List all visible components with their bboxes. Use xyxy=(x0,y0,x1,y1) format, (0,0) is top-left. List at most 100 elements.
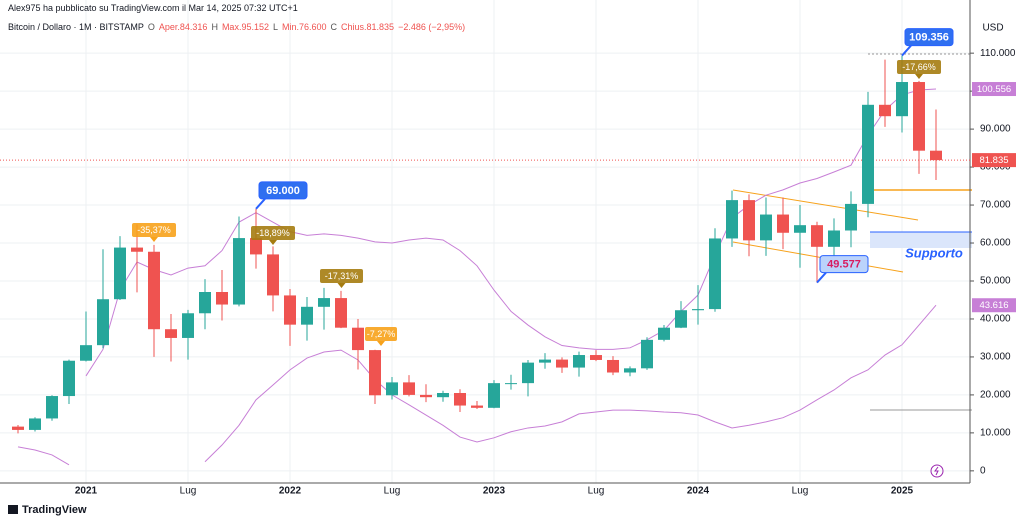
ohlc-value: Max.95.152 xyxy=(221,22,269,32)
ohlc-value: Aper.84.316 xyxy=(158,22,208,32)
symbol: Bitcoin / Dollaro · 1M · BITSTAMP xyxy=(8,22,144,32)
author-text: Alex975 ha pubblicato su TradingView.com… xyxy=(8,3,298,13)
y-tick-label: 110.000 xyxy=(980,48,1016,59)
candle-body xyxy=(862,104,874,204)
candle-body xyxy=(199,292,211,314)
last-price-tag-box xyxy=(972,153,1016,168)
channel-lower xyxy=(732,241,904,273)
candle-body xyxy=(777,214,789,233)
change-tag-box xyxy=(320,269,363,283)
x-tick-label: Lug xyxy=(180,486,197,497)
ohlc-key: C xyxy=(330,22,338,32)
x-tick-label: 2021 xyxy=(75,486,98,497)
change-tag-pointer xyxy=(337,283,346,288)
candle-body xyxy=(63,360,75,397)
event-icon-bolt xyxy=(934,466,939,476)
y-tick-label: 30.000 xyxy=(980,352,1011,363)
candle-body xyxy=(828,230,840,247)
y-tick-label: 40.000 xyxy=(980,314,1011,325)
candle-body xyxy=(437,393,449,398)
legend-line: Bitcoin / Dollaro · 1M · BITSTAMP O Aper… xyxy=(8,22,465,32)
y-tick-label: 70.000 xyxy=(980,200,1011,211)
candle-body xyxy=(539,359,551,363)
x-tick-label: 2023 xyxy=(483,486,506,497)
candle-body xyxy=(590,355,602,360)
x-tick-label: Lug xyxy=(588,486,605,497)
change: −2.486 (−2,95%) xyxy=(398,22,466,32)
band-line xyxy=(17,446,70,466)
callout-label: 109.356 xyxy=(909,32,949,44)
channel-upper xyxy=(732,189,919,221)
x-tick-label: 2022 xyxy=(279,486,302,497)
ohlc-key: H xyxy=(211,22,218,32)
y-tick-label: 0 xyxy=(980,465,986,476)
candle-body xyxy=(488,383,500,408)
callout-box xyxy=(819,255,869,274)
callout-pointer xyxy=(255,198,266,210)
last-price-tag: 81.835 xyxy=(979,155,1008,166)
change-tag-box xyxy=(897,60,941,74)
change-tag: -17,66% xyxy=(902,62,936,72)
change-tag-pointer xyxy=(150,237,158,242)
y-tick-label: 20.000 xyxy=(980,390,1011,401)
x-tick-label: 2024 xyxy=(687,486,710,497)
change-tag: -18,89% xyxy=(256,228,290,238)
candle-body xyxy=(386,382,398,396)
candle-body xyxy=(29,418,41,430)
callout-pointer xyxy=(816,271,827,284)
ohlc-key: L xyxy=(272,22,278,32)
candle-body xyxy=(624,368,636,373)
candle-body xyxy=(556,359,568,368)
author-line: Alex975 ha pubblicato su TradingView.com… xyxy=(8,3,298,13)
candle-body xyxy=(216,292,228,305)
candle-body xyxy=(760,214,772,241)
y-tick-label: 60.000 xyxy=(980,238,1011,249)
band-line xyxy=(85,88,937,377)
band-value-tag-box xyxy=(972,298,1016,313)
band-value-tag: 43.616 xyxy=(979,300,1008,311)
candle-body xyxy=(505,383,517,385)
candle-body xyxy=(794,225,806,233)
change-tag: -17,31% xyxy=(325,271,359,281)
candle-body xyxy=(12,426,24,430)
candle-body xyxy=(165,329,177,338)
y-tick-label: 50.000 xyxy=(980,276,1011,287)
candle-body xyxy=(267,254,279,296)
logo-mark xyxy=(8,505,18,514)
candle-body xyxy=(301,306,313,325)
change-tag-pointer xyxy=(269,240,277,245)
candle-body xyxy=(896,82,908,117)
support-label: Supporto xyxy=(905,245,963,260)
candle-body xyxy=(335,298,347,328)
callout-box xyxy=(904,28,954,47)
change-tag-box xyxy=(365,327,397,341)
candle-body xyxy=(420,394,432,398)
candle-body xyxy=(403,382,415,395)
callout-box xyxy=(258,181,308,200)
candle-body xyxy=(845,203,857,231)
ohlc-value: Min.76.600 xyxy=(281,22,327,32)
candle-body xyxy=(930,150,942,161)
band-line xyxy=(204,304,937,463)
candle-body xyxy=(522,362,534,384)
candle-body xyxy=(148,251,160,330)
candle-body xyxy=(80,345,92,361)
support-zone xyxy=(870,232,972,248)
candle-body xyxy=(284,295,296,325)
candle-body xyxy=(573,355,585,368)
x-tick-label: Lug xyxy=(792,486,809,497)
candle-body xyxy=(811,225,823,247)
footer-logo: TradingView xyxy=(8,504,87,516)
candle-body xyxy=(471,405,483,408)
grid xyxy=(0,0,970,483)
y-tick-label: 80.000 xyxy=(980,162,1011,173)
candle-body xyxy=(913,82,925,151)
change-tag-box xyxy=(132,223,176,237)
band-value-tag-box xyxy=(972,82,1016,97)
callout-label: 49.577 xyxy=(827,259,861,271)
candle-body xyxy=(743,200,755,241)
candle-body xyxy=(114,247,126,300)
x-tick-label: 2025 xyxy=(891,486,914,497)
candle-body xyxy=(879,104,891,117)
